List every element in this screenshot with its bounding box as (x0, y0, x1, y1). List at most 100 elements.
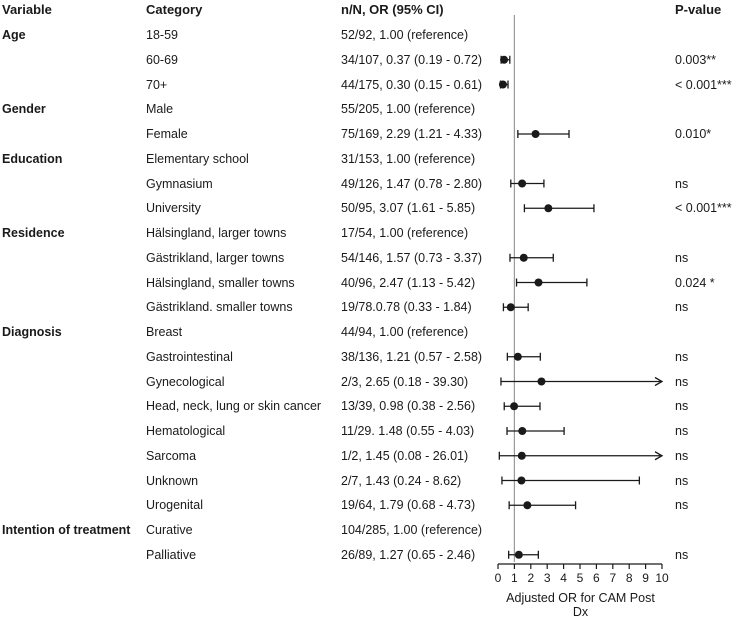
category-label: Sarcoma (146, 448, 197, 463)
table-row: Head, neck, lung or skin cancer 13/39, 0.… (0, 398, 741, 422)
table-row: Education Elementary school 31/153, 1.00 (… (0, 151, 741, 175)
or-text: 50/95, 3.07 (1.61 - 5.85) (341, 201, 476, 216)
category-label: Hematological (146, 424, 226, 438)
p-value: ns (675, 399, 689, 414)
or-point (519, 253, 528, 262)
table-row: Sarcoma 1/2, 1.45 (0.08 - 26.01) ns (0, 448, 741, 472)
variable-label: Intention of treatment (2, 523, 131, 537)
table-row: Age 18-59 52/92, 1.00 (reference) (0, 27, 741, 51)
p-value: ns (675, 547, 689, 562)
table-row: 70+ 44/175, 0.30 (0.15 - 0.61) < 0.001*** (0, 77, 741, 101)
or-text: 2/7, 1.43 (0.24 - 8.62) (341, 473, 462, 488)
x-tick-label: 1 (511, 571, 518, 585)
or-text: 54/146, 1.57 (0.73 - 3.37) (341, 250, 483, 265)
or-point (518, 179, 527, 188)
category-label: Gästrikland. smaller towns (146, 300, 293, 315)
or-text: 19/64, 1.79 (0.68 - 4.73) (341, 498, 476, 513)
or-text: 31/153, 1.00 (reference) (341, 151, 476, 166)
category-label: 18-59 (146, 28, 178, 42)
p-value: < 0.001*** (675, 77, 732, 92)
p-value: ns (675, 300, 689, 315)
category-label: Gastrointestinal (146, 349, 233, 364)
or-text: 49/126, 1.47 (0.78 - 2.80) (341, 176, 483, 191)
category-label: Female (146, 127, 188, 141)
x-tick-label: 0 (495, 571, 502, 585)
or-point (537, 377, 546, 386)
table-row: Hälsingland, smaller towns 40/96, 2.47 (1… (0, 275, 741, 299)
x-tick-label: 2 (527, 571, 534, 585)
or-point (514, 550, 523, 559)
p-value: ns (675, 250, 689, 265)
variable-label: Diagnosis (2, 325, 62, 339)
x-tick-label: 7 (609, 571, 616, 585)
or-text: 19/78.0.78 (0.33 - 1.84) (341, 300, 472, 315)
x-tick-label: 5 (577, 571, 584, 585)
ci-arrow (654, 451, 664, 461)
x-tick-label: 9 (642, 571, 649, 585)
table-row: Female 75/169, 2.29 (1.21 - 4.33) 0.010* (0, 126, 741, 150)
or-text: 2/3, 2.65 (0.18 - 39.30) (341, 374, 469, 389)
table-row: Gästrikland. smaller towns 19/78.0.78 (0.… (0, 299, 741, 323)
or-text: 52/92, 1.00 (reference) (341, 28, 469, 42)
table-row: University 50/95, 3.07 (1.61 - 5.85) < 0.0… (0, 200, 741, 224)
table-row: Intention of treatment Curative 104/285, 1… (0, 522, 741, 546)
category-label: University (146, 201, 201, 216)
or-text: 55/205, 1.00 (reference) (341, 102, 476, 117)
category-label: Breast (146, 325, 183, 339)
category-label: Elementary school (146, 151, 249, 166)
variable-label: Residence (2, 226, 65, 240)
p-value: ns (675, 498, 689, 513)
category-label: Male (146, 102, 174, 117)
or-text: 104/285, 1.00 (reference) (341, 523, 483, 537)
variable-label: Age (2, 28, 26, 42)
category-label: Gynecological (146, 374, 225, 389)
or-text: 38/136, 1.21 (0.57 - 2.58) (341, 349, 483, 364)
table-row: Gästrikland, larger towns 54/146, 1.57 (0… (0, 250, 741, 274)
table-row: Residence Hälsingland, larger towns 17/54,… (0, 225, 741, 249)
variable-label: Gender (2, 102, 46, 117)
or-point (518, 427, 527, 435)
category-label: Palliative (146, 547, 197, 562)
p-value: ns (675, 374, 689, 389)
or-text: 44/175, 0.30 (0.15 - 0.61) (341, 77, 483, 92)
or-point (544, 204, 553, 213)
or-point (500, 55, 509, 64)
x-axis-title: Adjusted OR for CAM Post Dx (506, 591, 655, 619)
category-label: Hälsingland, smaller towns (146, 275, 295, 290)
category-label: Gymnasium (146, 176, 213, 191)
table-row: Unknown 2/7, 1.43 (0.24 - 8.62) ns (0, 473, 741, 497)
category-label: Curative (146, 523, 193, 537)
or-text: 26/89, 1.27 (0.65 - 2.46) (341, 547, 476, 562)
p-value: ns (675, 176, 689, 191)
or-text: 1/2, 1.45 (0.08 - 26.01) (341, 448, 469, 463)
or-point (523, 501, 532, 510)
table-row: Gastrointestinal 38/136, 1.21 (0.57 - 2.5… (0, 349, 741, 373)
p-value: ns (675, 473, 689, 488)
or-point (506, 303, 515, 312)
or-point (531, 130, 540, 138)
or-point (513, 352, 522, 361)
or-text: 13/39, 0.98 (0.38 - 2.56) (341, 399, 476, 414)
category-label: Hälsingland, larger towns (146, 226, 287, 240)
or-point (498, 80, 507, 89)
or-point (510, 402, 519, 411)
header-or: n/N, OR (95% CI) (341, 2, 444, 17)
p-value: 0.003** (675, 52, 717, 67)
header-category: Category (146, 2, 203, 17)
or-point (534, 278, 543, 287)
variable-label: Education (2, 151, 63, 166)
x-tick-label: 6 (593, 571, 600, 585)
or-text: 17/54, 1.00 (reference) (341, 226, 469, 240)
table-row: Gymnasium 49/126, 1.47 (0.78 - 2.80) ns (0, 176, 741, 200)
or-text: 11/29. 1.48 (0.55 - 4.03) (341, 424, 475, 438)
table-row: Gender Male 55/205, 1.00 (reference) (0, 101, 741, 125)
or-text: 44/94, 1.00 (reference) (341, 325, 469, 339)
table-row: Hematological 11/29. 1.48 (0.55 - 4.03) ns (0, 423, 741, 447)
header-p-value: P-value (675, 2, 722, 17)
or-point (517, 476, 526, 485)
p-value: ns (675, 424, 689, 438)
forest-table: Age 18-59 52/92, 1.00 (reference) 60-69 34/1… (0, 27, 741, 562)
category-label: Unknown (146, 473, 199, 488)
category-label: Urogenital (146, 498, 203, 513)
